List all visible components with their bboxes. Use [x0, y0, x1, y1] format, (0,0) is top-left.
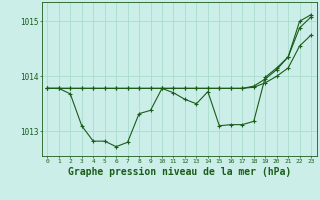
X-axis label: Graphe pression niveau de la mer (hPa): Graphe pression niveau de la mer (hPa) — [68, 167, 291, 177]
